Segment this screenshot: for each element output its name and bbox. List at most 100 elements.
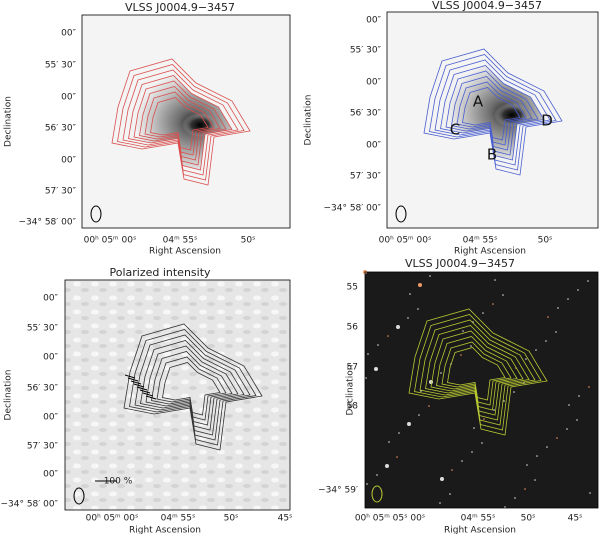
y-tick-label: 56 xyxy=(347,323,359,333)
y-tick-label: 55′ 30″ xyxy=(350,46,382,56)
frame xyxy=(64,279,291,511)
x-tick-label: 04ᵐ 55ˢ xyxy=(463,236,498,246)
annotation: A xyxy=(473,93,484,111)
y-tick-label: 56′ 30″ xyxy=(45,124,77,134)
star xyxy=(546,446,548,448)
contour xyxy=(156,356,227,421)
x-axis-label: Right Ascension xyxy=(444,526,516,534)
star xyxy=(407,422,411,426)
beam xyxy=(395,205,407,223)
star xyxy=(471,451,473,453)
star xyxy=(396,325,400,329)
star xyxy=(567,298,569,300)
star xyxy=(462,330,464,332)
star xyxy=(536,455,538,457)
star xyxy=(451,469,453,471)
panel-title: VLSS J0004.9−3457 xyxy=(405,257,515,270)
y-tick-label: 58 xyxy=(347,402,359,412)
star xyxy=(418,414,420,416)
star xyxy=(385,464,389,468)
y-tick-label: 00″ xyxy=(366,16,381,26)
polarization-vector xyxy=(145,395,157,400)
contour xyxy=(436,336,518,411)
contour xyxy=(144,91,215,156)
y-tick-label: −34° 58′ 00″ xyxy=(0,500,58,510)
polarization-vector xyxy=(142,392,154,397)
panel-title: Polarized intensity xyxy=(109,266,211,279)
panel-title: VLSS J0004.9−3457 xyxy=(125,1,235,14)
y-tick-label: 56′ 30″ xyxy=(27,384,59,394)
x-tick-label: 04ᵐ 55ˢ xyxy=(461,514,496,524)
contour xyxy=(150,97,209,151)
star xyxy=(387,335,389,337)
star xyxy=(439,502,441,504)
star xyxy=(396,456,398,458)
star xyxy=(576,419,578,421)
star xyxy=(535,349,537,351)
y-tick-label: 00″ xyxy=(43,294,58,304)
star xyxy=(473,427,475,429)
annotation: C xyxy=(450,121,460,139)
y-tick-label: 00″ xyxy=(366,78,381,88)
star xyxy=(374,367,378,371)
contour xyxy=(134,334,251,441)
panel: VLSS J0004.9−3457 Right Ascension Declinat… xyxy=(4,1,291,257)
y-tick-label: −34° 59′ xyxy=(318,486,358,496)
polarization-vector xyxy=(139,389,151,394)
contour xyxy=(447,347,506,401)
star xyxy=(547,316,549,318)
y-tick-label: 00″ xyxy=(61,93,76,103)
star xyxy=(417,308,419,310)
contour xyxy=(139,86,221,161)
star xyxy=(525,358,527,360)
star xyxy=(504,506,506,508)
panel: VLSS J0004.9−3457 Right Ascension Declinat… xyxy=(318,257,599,534)
contour xyxy=(111,58,251,186)
star xyxy=(589,492,591,494)
y-tick-label: −34° 58′ 00″ xyxy=(18,218,76,228)
star xyxy=(398,432,400,434)
polarization-vector xyxy=(127,377,139,382)
x-tick-label: 50ˢ xyxy=(241,236,256,246)
contour xyxy=(423,48,563,176)
panel: VLSS J0004.9−3457 Right Ascension Declinat… xyxy=(304,0,599,257)
annotation: B xyxy=(487,146,497,164)
contour xyxy=(414,314,542,431)
contour xyxy=(123,323,263,451)
frame xyxy=(81,14,291,229)
star xyxy=(493,409,495,411)
contour xyxy=(441,341,512,406)
y-tick-label: 57′ 30″ xyxy=(27,442,59,452)
contour xyxy=(122,69,239,176)
y-axis-label: Declination xyxy=(346,365,356,416)
beam xyxy=(73,487,85,505)
frame xyxy=(364,271,599,509)
x-tick-label: 50ˢ xyxy=(521,514,536,524)
contour xyxy=(151,351,233,426)
y-tick-label: 57′ 30″ xyxy=(45,187,77,197)
x-tick-label: 45ˢ xyxy=(568,514,583,524)
x-tick-label: 04ᵐ 55ˢ xyxy=(161,514,196,524)
contour xyxy=(129,329,257,446)
contour xyxy=(408,308,548,436)
y-tick-label: 55 xyxy=(347,283,358,293)
y-tick-label: 57 xyxy=(347,363,358,373)
star xyxy=(577,289,579,291)
contour xyxy=(445,70,539,156)
frame xyxy=(386,11,599,229)
star xyxy=(555,331,557,333)
x-tick-label: 00ʰ 05ᵐ 05ˢ 00ˢ xyxy=(355,514,425,524)
star xyxy=(483,418,485,420)
star xyxy=(407,317,409,319)
emission xyxy=(128,75,232,170)
star xyxy=(524,488,526,490)
x-tick-label: 50ˢ xyxy=(224,514,239,524)
star xyxy=(494,279,496,281)
polarization-vector xyxy=(136,386,148,391)
star xyxy=(449,493,451,495)
y-tick-label: 00″ xyxy=(43,470,58,480)
star xyxy=(578,395,580,397)
contour xyxy=(434,59,551,166)
panel: Polarized intensity Right Ascension Declin… xyxy=(0,266,292,534)
